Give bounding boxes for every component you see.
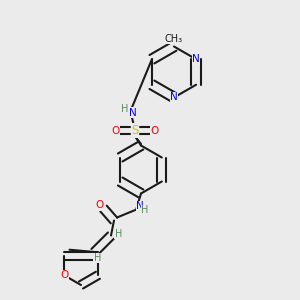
Text: O: O (96, 200, 104, 211)
Text: H: H (94, 253, 101, 263)
Text: O: O (150, 125, 159, 136)
Text: N: N (136, 201, 144, 211)
Text: N: N (192, 54, 200, 64)
Text: H: H (122, 103, 129, 114)
Text: H: H (115, 229, 122, 239)
Text: N: N (129, 107, 136, 118)
Text: O: O (111, 125, 120, 136)
Text: O: O (60, 270, 68, 280)
Text: CH₃: CH₃ (165, 34, 183, 44)
Text: S: S (131, 124, 139, 137)
Text: H: H (141, 205, 148, 215)
Text: N: N (170, 92, 178, 103)
